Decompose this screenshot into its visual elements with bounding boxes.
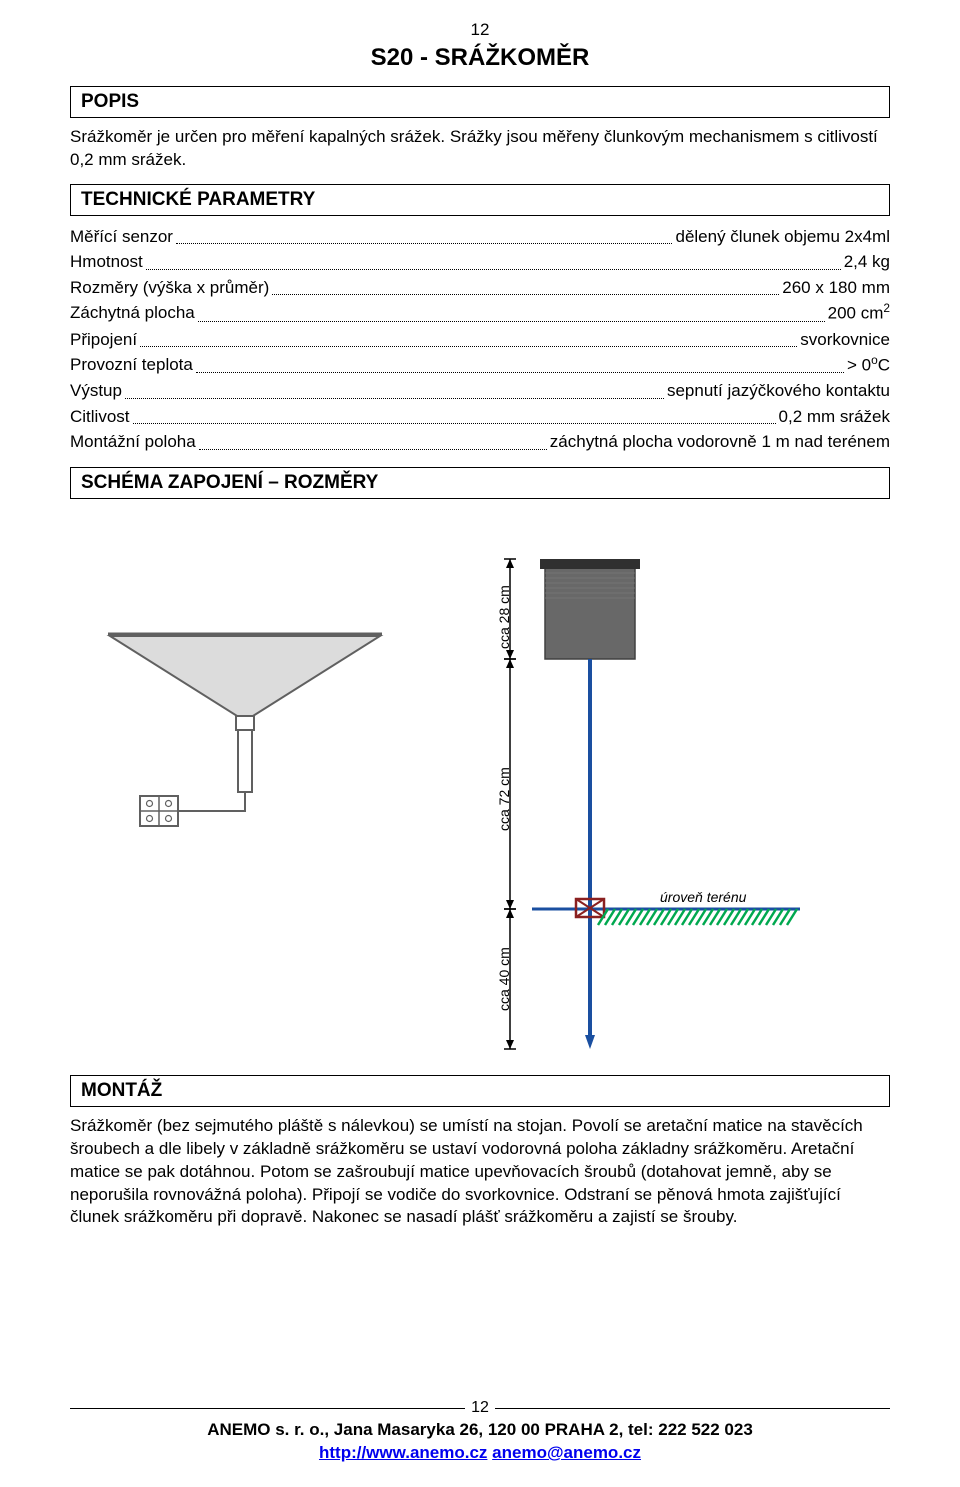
- page-number-top: 12: [70, 20, 890, 40]
- param-label: Výstup: [70, 378, 122, 404]
- section-heading-schema: SCHÉMA ZAPOJENÍ – ROZMĚRY: [81, 472, 378, 493]
- param-value: 2,4 kg: [844, 249, 890, 275]
- param-row: Montážní poloha záchytná plocha vodorovně…: [70, 429, 890, 455]
- param-value: dělený člunek objemu 2x4ml: [675, 224, 890, 250]
- footer-links: http://www.anemo.cz anemo@anemo.cz: [70, 1442, 890, 1465]
- footer-rule: 12: [70, 1399, 890, 1417]
- section-box-montaz: MONTÁŽ: [70, 1075, 890, 1107]
- section-box-tech: TECHNICKÉ PARAMETRY: [70, 184, 890, 216]
- page-footer: 12 ANEMO s. r. o., Jana Masaryka 26, 120…: [70, 1399, 890, 1465]
- param-dots: [198, 300, 825, 321]
- dim-label-28: cca 28 cm: [496, 585, 512, 649]
- montaz-text: Srážkoměr (bez sejmutého pláště s nálevk…: [70, 1115, 890, 1230]
- footer-link-web[interactable]: http://www.anemo.cz: [319, 1443, 487, 1462]
- param-value: 200 cm2: [828, 300, 890, 326]
- param-label: Měřící senzor: [70, 224, 173, 250]
- param-row: Hmotnost 2,4 kg: [70, 249, 890, 275]
- param-value: 260 x 180 mm: [782, 275, 890, 301]
- param-dots: [199, 429, 547, 450]
- footer-page-number: 12: [465, 1399, 495, 1417]
- param-row: Citlivost 0,2 mm srážek: [70, 404, 890, 430]
- section-heading-popis: POPIS: [81, 91, 139, 112]
- document-title: S20 - SRÁŽKOMĚR: [70, 44, 890, 72]
- param-dots: [176, 224, 673, 245]
- param-dots: [272, 275, 779, 296]
- param-value: svorkovnice: [800, 327, 890, 353]
- param-label: Citlivost: [70, 404, 130, 430]
- param-row: Připojení svorkovnice: [70, 327, 890, 353]
- param-label: Provozní teplota: [70, 352, 193, 378]
- param-dots: [133, 404, 776, 425]
- param-row: Provozní teplota > 0oC: [70, 352, 890, 378]
- dim-label-40: cca 40 cm: [496, 947, 512, 1011]
- ground-label: úroveň terénu: [660, 889, 746, 905]
- param-value: záchytná plocha vodorovně 1 m nad teréne…: [550, 429, 890, 455]
- param-row: Záchytná plocha 200 cm2: [70, 300, 890, 326]
- param-row: Rozměry (výška x průměr) 260 x 180 mm: [70, 275, 890, 301]
- param-dots: [125, 378, 664, 399]
- param-dots: [196, 352, 844, 373]
- param-label: Rozměry (výška x průměr): [70, 275, 269, 301]
- param-dots: [140, 327, 797, 348]
- footer-address: ANEMO s. r. o., Jana Masaryka 26, 120 00…: [70, 1419, 890, 1442]
- param-value: > 0oC: [847, 352, 890, 378]
- param-label: Montážní poloha: [70, 429, 196, 455]
- param-label: Záchytná plocha: [70, 300, 195, 326]
- param-row: Výstup sepnutí jazýčkového kontaktu: [70, 378, 890, 404]
- diagram-svg: [70, 511, 890, 1061]
- param-label: Hmotnost: [70, 249, 143, 275]
- param-value: sepnutí jazýčkového kontaktu: [667, 378, 890, 404]
- section-heading-montaz: MONTÁŽ: [81, 1080, 162, 1101]
- footer-link-email[interactable]: anemo@anemo.cz: [492, 1443, 641, 1462]
- param-label: Připojení: [70, 327, 137, 353]
- param-dots: [146, 249, 841, 270]
- section-box-schema: SCHÉMA ZAPOJENÍ – ROZMĚRY: [70, 467, 890, 499]
- popis-text: Srážkoměr je určen pro měření kapalných …: [70, 126, 890, 172]
- schematic-diagram: cca 28 cm cca 72 cm cca 40 cm úroveň ter…: [70, 511, 890, 1061]
- section-box-popis: POPIS: [70, 86, 890, 118]
- parameters-list: Měřící senzordělený člunek objemu 2x4mlH…: [70, 224, 890, 455]
- param-row: Měřící senzor dělený člunek objemu 2x4ml: [70, 224, 890, 250]
- param-value: 0,2 mm srážek: [779, 404, 890, 430]
- section-heading-tech: TECHNICKÉ PARAMETRY: [81, 189, 315, 210]
- dim-label-72: cca 72 cm: [496, 767, 512, 831]
